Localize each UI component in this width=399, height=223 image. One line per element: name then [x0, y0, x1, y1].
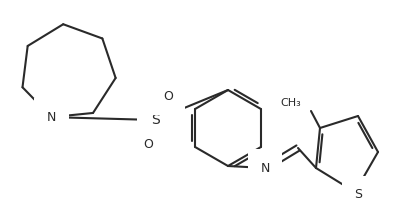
Text: O: O	[163, 89, 173, 103]
Text: S: S	[354, 188, 362, 202]
Text: N: N	[47, 111, 56, 124]
Text: O: O	[143, 138, 153, 151]
Text: S: S	[151, 113, 159, 127]
Text: CH₃: CH₃	[280, 98, 301, 108]
Text: N: N	[260, 161, 270, 175]
